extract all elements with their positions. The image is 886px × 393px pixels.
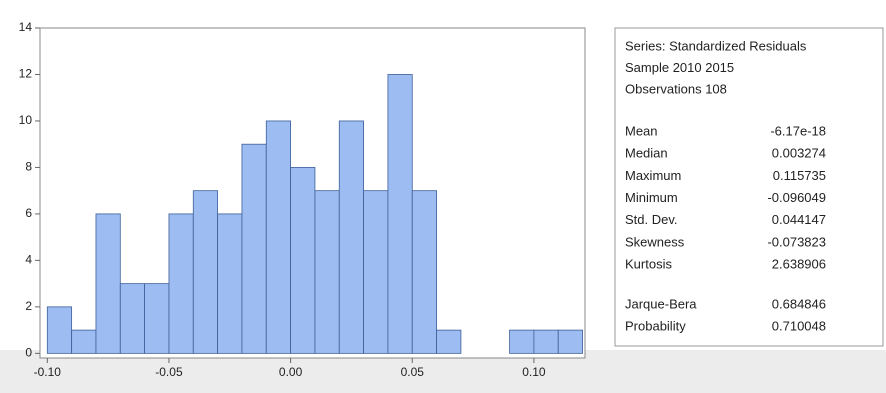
bar (314, 190, 340, 354)
y-tick-label: 4 (25, 253, 32, 267)
stat-label: Kurtosis (625, 257, 672, 272)
stats-header: Sample 2010 2015 (625, 60, 734, 75)
stat-label: Minimum (625, 190, 678, 205)
stats-header: Series: Standardized Residuals (625, 38, 807, 53)
x-tick-label: 0.10 (522, 365, 546, 379)
stat-label: Median (625, 146, 668, 161)
stat-value: 0.684846 (772, 296, 826, 311)
stat-value: 0.044147 (772, 212, 826, 227)
stat-value: -0.096049 (767, 190, 826, 205)
bar (533, 329, 559, 354)
bar (363, 190, 389, 354)
stats-box (614, 27, 884, 347)
bar (119, 283, 146, 354)
y-tick-label: 14 (19, 20, 33, 34)
stat-value: 2.638906 (772, 257, 826, 272)
bar (95, 213, 121, 354)
bar (290, 167, 316, 354)
stat-label: Maximum (625, 168, 681, 183)
y-tick-label: 12 (19, 67, 33, 81)
y-tick-label: 10 (19, 113, 33, 127)
y-tick-label: 0 (25, 346, 32, 360)
bar (411, 190, 437, 354)
stat-value: 0.003274 (772, 146, 826, 161)
stat-value: -6.17e-18 (770, 123, 826, 138)
bar (46, 306, 73, 354)
bar (338, 120, 364, 354)
stat-label: Mean (625, 123, 658, 138)
stat-value: 0.115735 (773, 168, 826, 183)
bar (557, 329, 583, 354)
stat-label: Skewness (625, 234, 685, 249)
stat-value: -0.073823 (767, 234, 826, 249)
x-tick-label: -0.05 (155, 365, 183, 379)
y-tick-label: 8 (25, 160, 32, 174)
bar (265, 120, 292, 354)
x-tick-label: -0.10 (34, 365, 62, 379)
stat-label: Std. Dev. (625, 212, 678, 227)
bar (241, 143, 267, 354)
x-tick-label: 0.05 (401, 365, 425, 379)
stats-header: Observations 108 (625, 81, 727, 96)
bar (192, 190, 219, 354)
bar (168, 213, 194, 354)
bar (387, 74, 413, 354)
y-tick-label: 6 (25, 206, 32, 220)
bar (436, 329, 462, 354)
y-tick-label: 2 (25, 299, 32, 313)
bar (509, 329, 535, 354)
stat-label: Jarque-Bera (625, 296, 697, 311)
x-tick-label: 0.00 (279, 365, 303, 379)
bar (217, 213, 243, 354)
stat-label: Probability (625, 318, 686, 333)
bar (71, 329, 97, 354)
stat-value: 0.710048 (772, 318, 826, 333)
bar (144, 283, 170, 354)
